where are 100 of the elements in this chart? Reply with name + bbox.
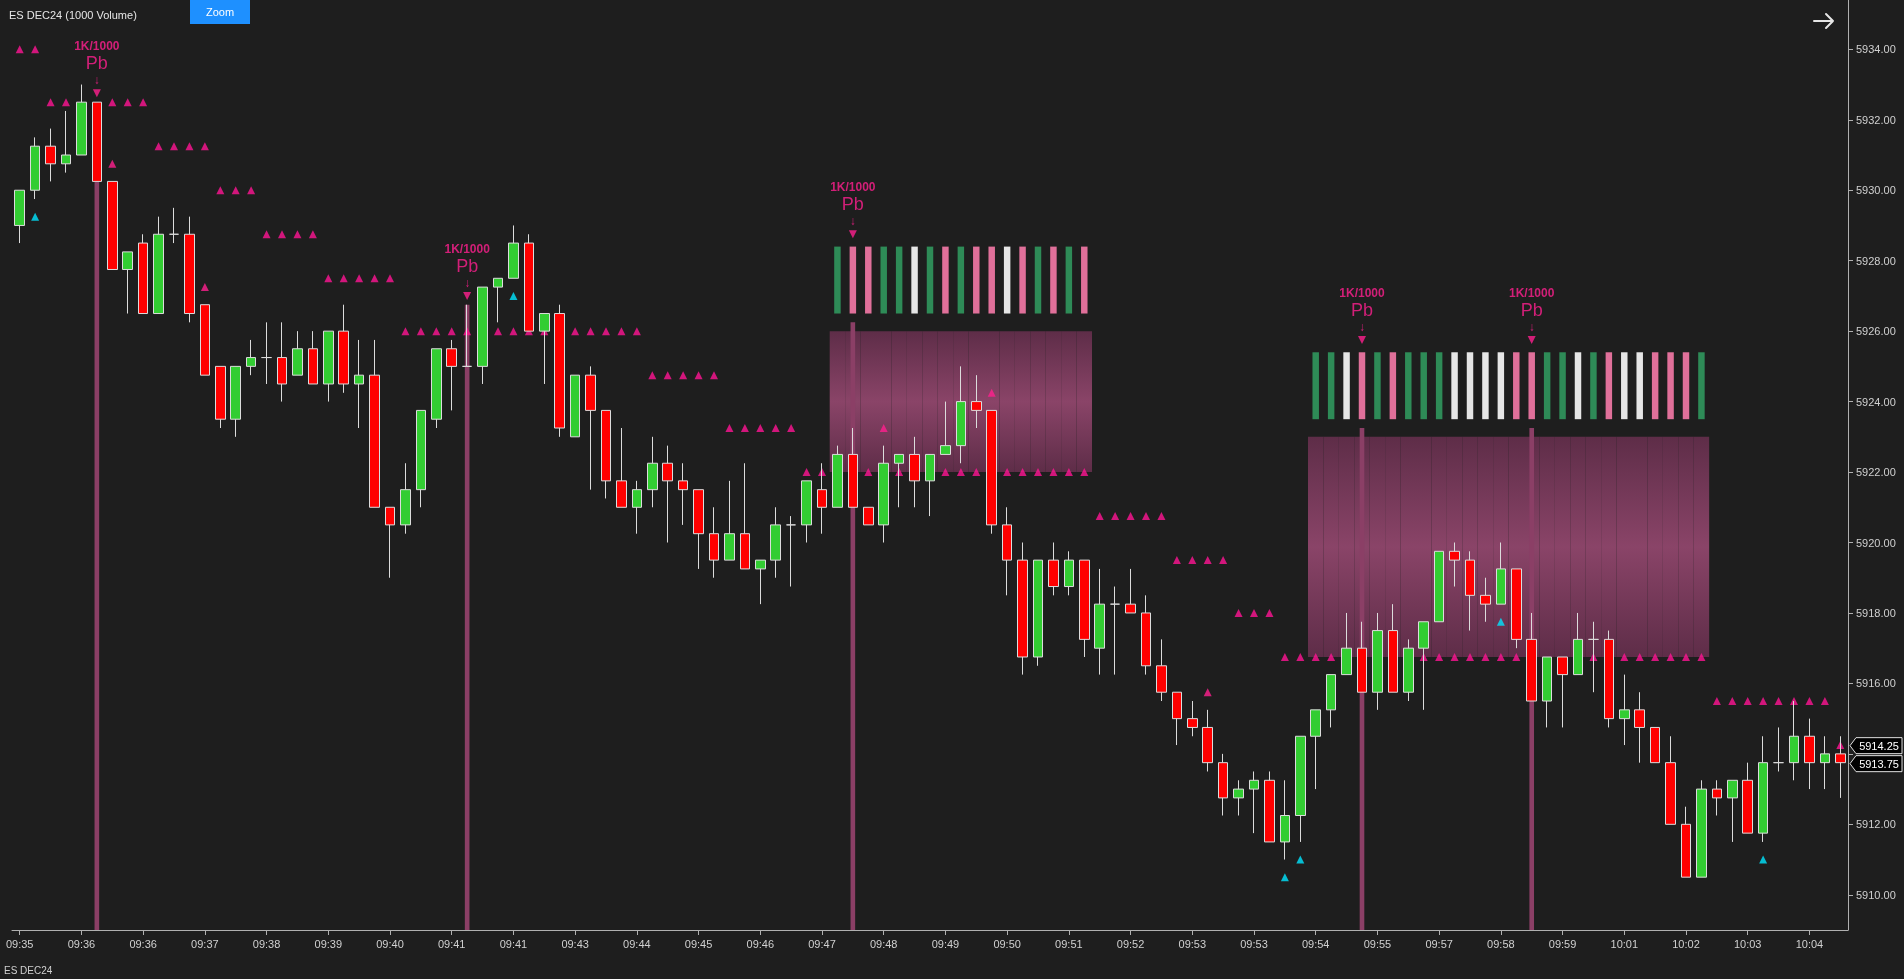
candlestick (354, 339, 364, 429)
point (463, 291, 472, 300)
candlestick (1758, 735, 1768, 843)
candlestick (431, 348, 442, 429)
point (1280, 873, 1289, 882)
point (1496, 617, 1505, 626)
candlestick (1372, 612, 1383, 711)
candlestick (1249, 770, 1259, 834)
x-tick-label: 09:40 (376, 937, 404, 950)
candlestick (1820, 735, 1830, 790)
bar (1034, 246, 1042, 314)
candlestick (1511, 568, 1522, 649)
bar (1590, 352, 1597, 420)
y-tick-label: 5922.00 (1856, 466, 1896, 479)
x-tick-label: 09:52 (1116, 937, 1145, 950)
bar (1343, 352, 1350, 420)
bar (1621, 352, 1628, 420)
candlestick (1141, 594, 1151, 676)
y-tick-label: 5928.00 (1856, 254, 1896, 267)
data-label: 1K/1000 Pb ↓ (1509, 285, 1555, 334)
candlestick (446, 339, 457, 411)
bar (865, 246, 872, 314)
bar (942, 246, 949, 314)
x-tick-label: 09:50 (993, 937, 1021, 950)
x-tick-label: 09:46 (746, 937, 775, 950)
bar (1651, 352, 1659, 420)
point (879, 424, 888, 433)
bar (1601, 436, 1617, 657)
text: ES DEC24 (4, 964, 53, 976)
candlestick (1033, 559, 1043, 667)
y-tick-label: 5920.00 (1856, 536, 1896, 549)
candlestick (1804, 718, 1815, 790)
bar (1528, 352, 1535, 420)
candlestick (1773, 726, 1784, 772)
candlestick (1187, 700, 1198, 737)
candlestick (1264, 770, 1275, 843)
x-tick-label: 09:57 (1425, 937, 1453, 950)
bar (1358, 352, 1366, 420)
candlestick (1526, 612, 1537, 702)
bar (1497, 352, 1505, 420)
candlestick (1233, 779, 1244, 817)
candlestick (1665, 735, 1676, 825)
candlestick (1650, 726, 1660, 764)
y-tick-label: 5930.00 (1856, 184, 1896, 197)
x-tick-label: 09:58 (1487, 937, 1515, 950)
y-tick-label: 5912.00 (1856, 818, 1896, 831)
candlestick (1094, 568, 1105, 676)
candlestick (45, 128, 56, 182)
x-tick-label: 09:41 (499, 937, 528, 950)
candlestick (740, 462, 750, 570)
candlestick (693, 489, 704, 570)
candlestick (477, 286, 488, 385)
candlestick (508, 224, 519, 279)
bar (1065, 246, 1073, 314)
candlestick (1542, 656, 1552, 728)
bar (973, 246, 980, 314)
candlestick (400, 462, 411, 535)
x-tick-label: 09:41 (437, 937, 466, 950)
data-label: 1K/1000 Pb ↓ (1339, 285, 1386, 334)
candlestick (1465, 550, 1475, 632)
candlestick (1403, 638, 1414, 702)
candlestick (416, 409, 426, 508)
candlestick (1449, 542, 1460, 588)
text: 5913.75 (1859, 757, 1899, 770)
candlestick (1125, 568, 1136, 614)
x-tick-label: 09:53 (1240, 937, 1268, 950)
candlestick (292, 330, 303, 376)
candlestick (909, 436, 920, 508)
candlestick (986, 409, 997, 535)
candlestick (1295, 735, 1306, 843)
candlestick (1696, 779, 1707, 878)
x-tick-label: 09:59 (1548, 937, 1577, 950)
candlestick (1017, 542, 1028, 676)
candlestick (1079, 559, 1090, 658)
candlestick (1727, 779, 1738, 843)
bar (1338, 436, 1355, 657)
x-tick-label: 09:55 (1363, 937, 1392, 950)
candlestick (385, 506, 395, 579)
candlestick (184, 216, 195, 323)
bar (1435, 352, 1443, 420)
y-tick-label: 5932.00 (1856, 113, 1896, 126)
candlestick (1156, 638, 1167, 702)
x-tick-label: 09:39 (314, 937, 343, 950)
point (31, 212, 40, 221)
candlestick (709, 506, 719, 579)
candlestick (1326, 674, 1336, 728)
candlestick (570, 374, 580, 438)
candlestick (1681, 806, 1691, 878)
x-tick-label: 09:37 (191, 937, 219, 950)
candlestick (30, 136, 40, 200)
candlestick (1048, 542, 1059, 596)
bar (1513, 352, 1520, 420)
candlestick (138, 233, 148, 315)
candlestick (632, 480, 642, 535)
candlestick (770, 506, 781, 579)
bar (1312, 352, 1319, 420)
x-tick-label: 09:38 (252, 937, 281, 950)
candlestick (940, 401, 951, 455)
bar (926, 246, 934, 314)
candlestick (1573, 612, 1583, 676)
